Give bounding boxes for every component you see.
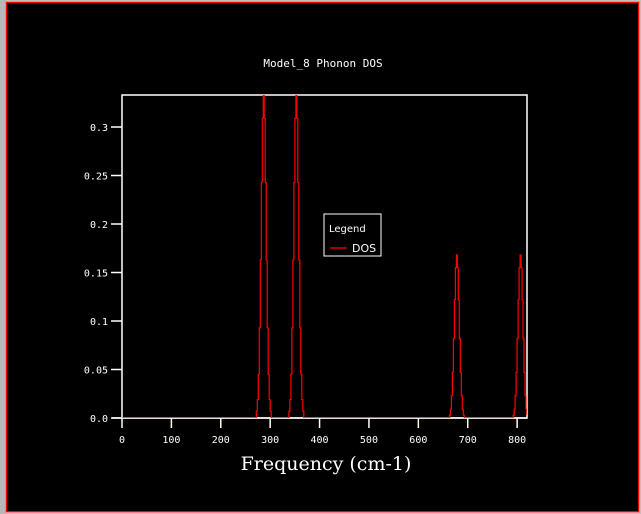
y-tick-label: 0.15 <box>84 269 108 280</box>
chart-title: Model_8 Phonon DOS <box>263 57 382 70</box>
window-edge <box>0 0 6 514</box>
x-tick-label: 0 <box>119 435 125 446</box>
x-tick-label: 200 <box>212 435 230 446</box>
x-tick-label: 700 <box>459 435 477 446</box>
x-tick-label: 400 <box>311 435 329 446</box>
legend: Legend DOS <box>323 213 382 257</box>
x-tick-label: 500 <box>360 435 378 446</box>
legend-box <box>323 213 382 257</box>
y-tick-label: 0.2 <box>90 220 108 231</box>
legend-entry-dos: DOS <box>352 242 376 255</box>
y-tick-label: 0.1 <box>90 317 108 328</box>
y-tick-label: 0.25 <box>84 172 108 183</box>
y-tick-label: 0.0 <box>90 414 108 425</box>
x-tick-label: 300 <box>261 435 279 446</box>
y-tick-label: 0.05 <box>84 366 108 377</box>
x-tick-label: 600 <box>409 435 427 446</box>
x-tick-label: 800 <box>508 435 526 446</box>
x-tick-label: 100 <box>162 435 180 446</box>
legend-title: Legend <box>329 224 366 235</box>
series-line-dos <box>122 95 527 418</box>
y-tick-label: 0.3 <box>90 123 108 134</box>
x-axis-label: Frequency (cm-1) <box>241 453 412 475</box>
plot-window <box>6 2 639 512</box>
